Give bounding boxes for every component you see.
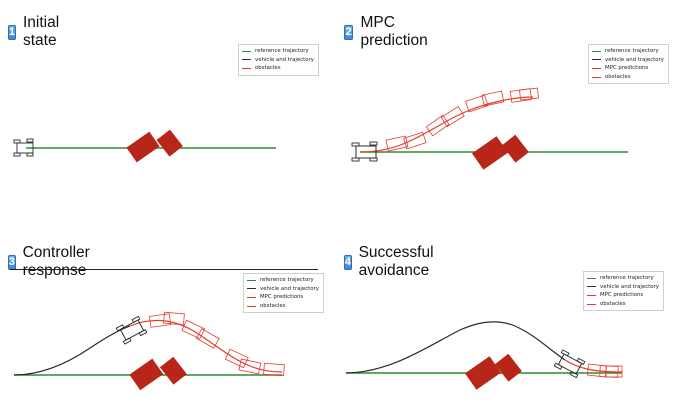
vehicle-trajectory bbox=[345, 321, 566, 374]
mpc-prediction-path bbox=[359, 96, 534, 153]
panel-1-graphics bbox=[13, 129, 276, 163]
obstacle bbox=[156, 129, 183, 157]
predicted-vehicle-poses bbox=[385, 87, 539, 152]
obstacles bbox=[464, 353, 522, 390]
obstacle bbox=[471, 136, 509, 170]
step-badge: 1 bbox=[8, 24, 16, 40]
obstacle bbox=[464, 356, 502, 390]
panel-title-text: MPC prediction bbox=[360, 14, 428, 49]
legend-entry-reference: reference trajectory bbox=[247, 276, 319, 285]
legend-entry-vehicle: vehicle and trajectory bbox=[247, 285, 319, 294]
panel-title-text: Controller response bbox=[22, 244, 90, 279]
legend-entry-reference: reference trajectory bbox=[242, 47, 314, 56]
legend: reference trajectory vehicle and traject… bbox=[588, 44, 669, 85]
step-badge: 2 bbox=[344, 24, 354, 40]
legend-swatch bbox=[592, 67, 601, 69]
panel-3-graphics bbox=[13, 311, 285, 391]
legend-entry-predictions: MPC predictions bbox=[587, 291, 659, 300]
panel-title-4: 4 Successful avoidance bbox=[344, 244, 440, 280]
step-badge: 4 bbox=[344, 254, 352, 270]
legend-entry-vehicle: vehicle and trajectory bbox=[592, 56, 664, 65]
obstacles bbox=[471, 134, 529, 170]
legend: reference trajectory vehicle and traject… bbox=[238, 44, 319, 76]
legend-swatch bbox=[592, 76, 601, 78]
legend-swatch bbox=[242, 50, 251, 52]
panel-title-2: 2 MPC prediction bbox=[344, 14, 432, 50]
legend-entry-predictions: MPC predictions bbox=[592, 64, 664, 73]
legend-swatch bbox=[587, 303, 596, 305]
divider-line bbox=[10, 269, 318, 270]
legend-entry-reference: reference trajectory bbox=[587, 274, 659, 283]
step-badge: 3 bbox=[8, 254, 16, 270]
legend-swatch bbox=[592, 50, 601, 52]
legend: reference trajectory vehicle and traject… bbox=[583, 271, 664, 312]
panel-title-1: 1 Initial state bbox=[8, 14, 65, 50]
mpc-prediction-path bbox=[129, 319, 283, 373]
mpc-prediction-path bbox=[564, 359, 623, 373]
vehicle-icon bbox=[351, 141, 378, 162]
legend-swatch bbox=[247, 305, 256, 307]
vehicle-icon bbox=[13, 138, 34, 157]
obstacle bbox=[129, 358, 164, 391]
panel-title-text: Initial state bbox=[22, 14, 60, 49]
legend-swatch bbox=[587, 286, 596, 288]
legend-swatch bbox=[242, 59, 251, 61]
predicted-vehicle-poses bbox=[586, 363, 623, 378]
legend-entry-vehicle: vehicle and trajectory bbox=[242, 56, 314, 65]
predicted-vehicle-poses bbox=[148, 311, 285, 377]
legend-entry-obstacles: obstacles bbox=[242, 64, 314, 73]
legend-entry-predictions: MPC predictions bbox=[247, 293, 319, 302]
vehicle-trajectory bbox=[13, 325, 131, 376]
obstacle bbox=[494, 353, 522, 382]
panel-title-3: 3 Controller response bbox=[8, 244, 96, 280]
vehicle-icon bbox=[115, 315, 148, 345]
obstacles bbox=[126, 129, 183, 163]
legend-swatch bbox=[592, 59, 601, 61]
panel-2-graphics bbox=[351, 87, 628, 170]
panel-title-text: Successful avoidance bbox=[358, 244, 434, 279]
legend-swatch bbox=[587, 294, 596, 296]
legend-entry-obstacles: obstacles bbox=[247, 302, 319, 311]
legend-swatch bbox=[247, 288, 256, 290]
legend-entry-obstacles: obstacles bbox=[592, 73, 664, 82]
legend-swatch bbox=[247, 296, 256, 298]
obstacle bbox=[159, 356, 187, 385]
panel-4-graphics bbox=[345, 321, 623, 390]
obstacle bbox=[126, 131, 160, 163]
obstacle bbox=[501, 134, 529, 163]
legend-entry-obstacles: obstacles bbox=[587, 300, 659, 309]
obstacles bbox=[129, 356, 187, 391]
vehicle-icon bbox=[553, 349, 586, 379]
legend-swatch bbox=[587, 277, 596, 279]
legend: reference trajectory vehicle and traject… bbox=[243, 273, 324, 314]
legend-entry-vehicle: vehicle and trajectory bbox=[587, 283, 659, 292]
legend-entry-reference: reference trajectory bbox=[592, 47, 664, 56]
legend-swatch bbox=[242, 67, 251, 69]
legend-swatch bbox=[247, 279, 256, 281]
